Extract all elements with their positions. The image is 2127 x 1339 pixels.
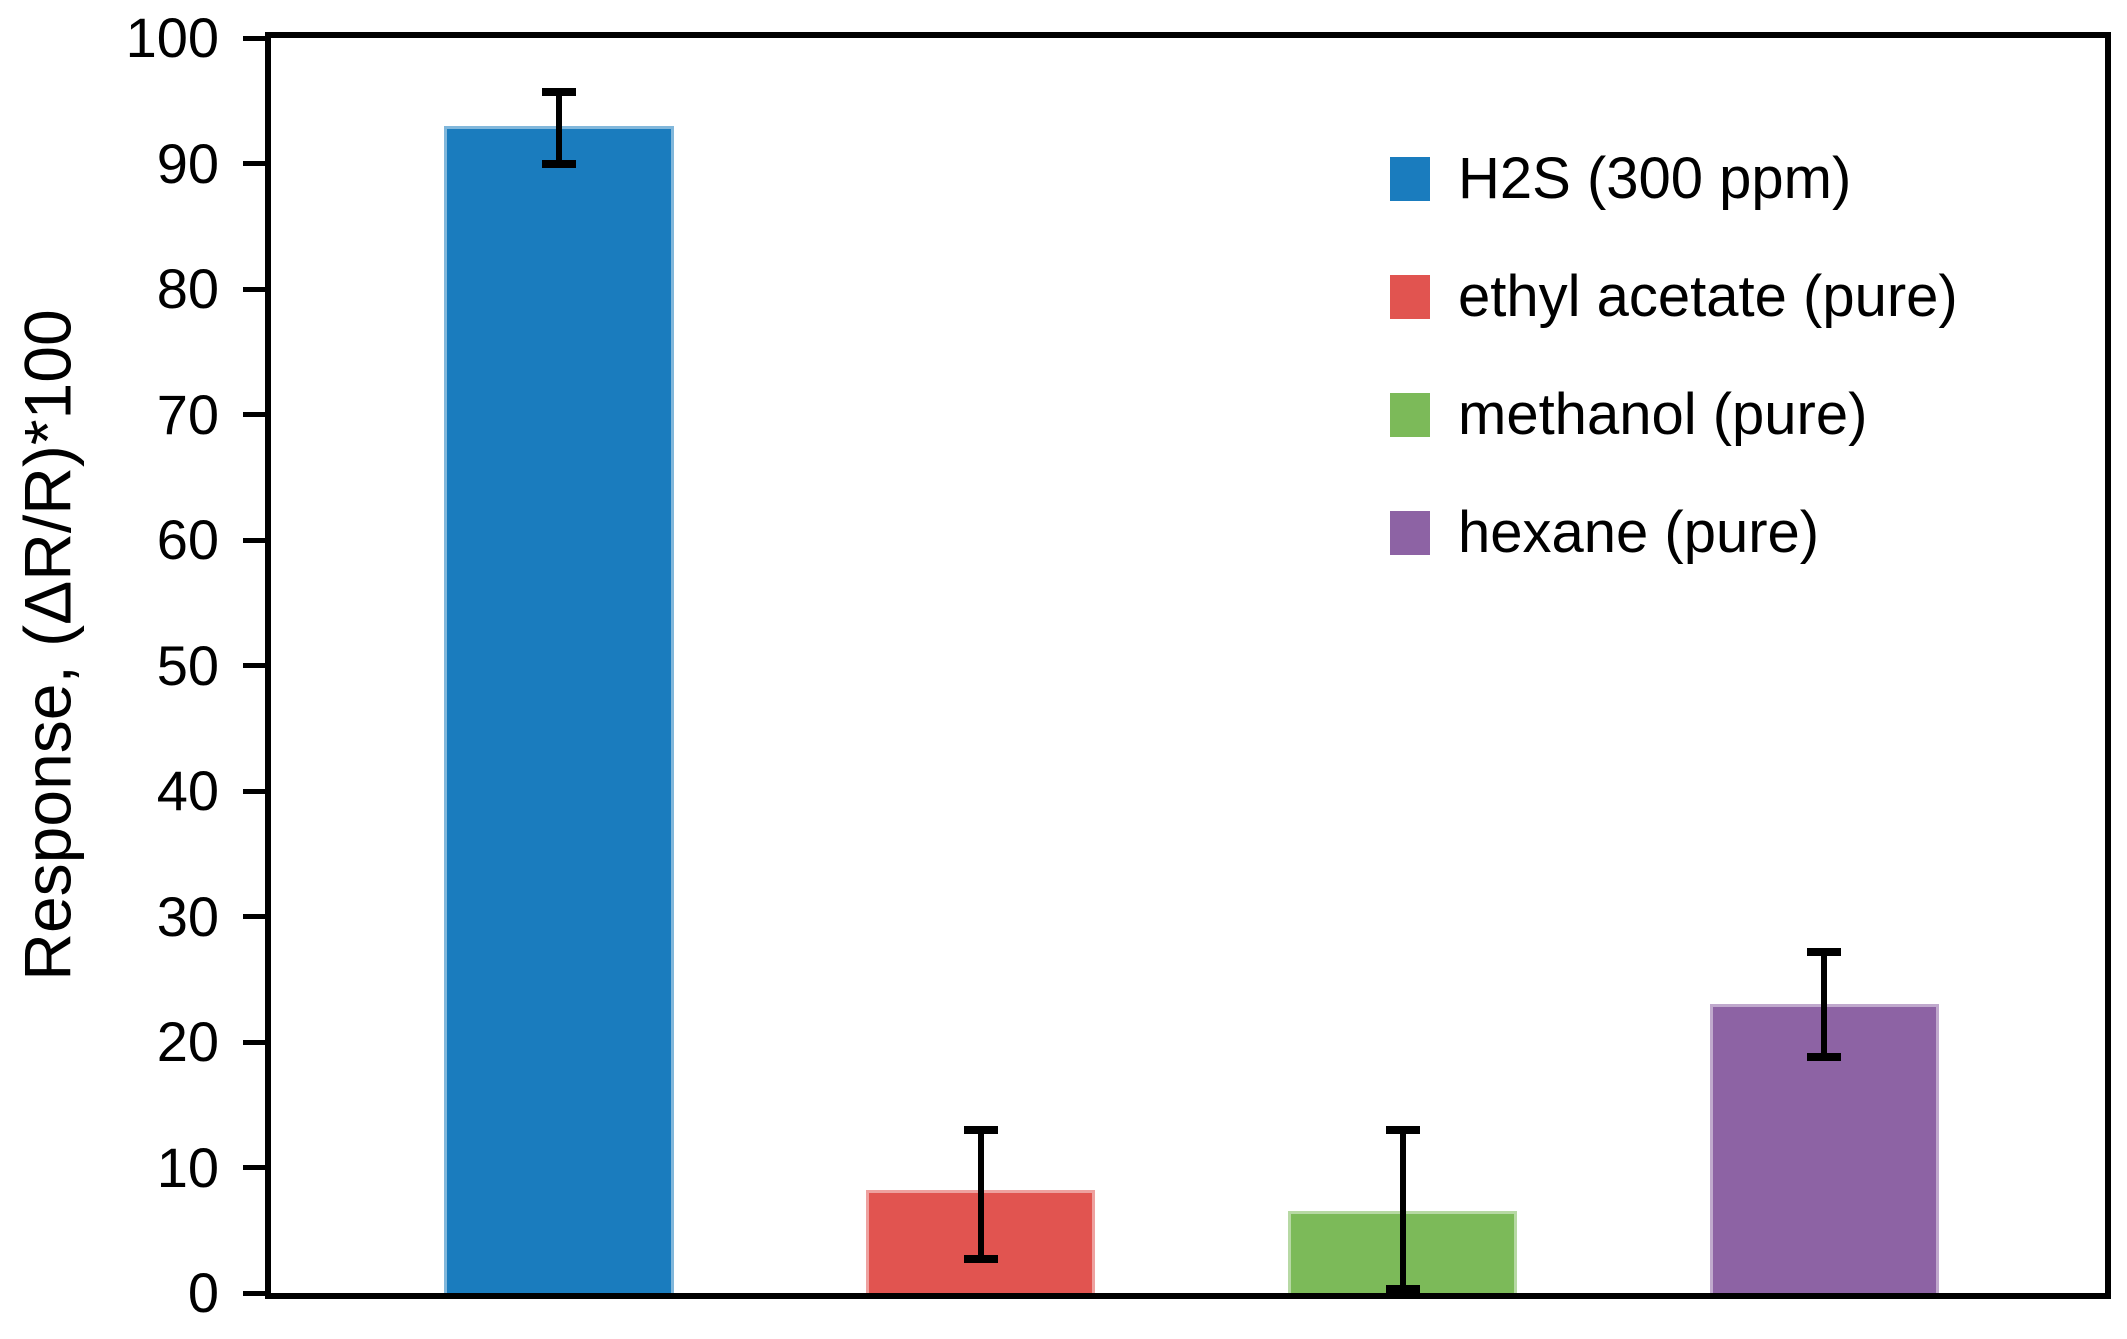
error-bar-line-hexane-pure: [1821, 951, 1828, 1058]
y-tick-label: 100: [125, 6, 219, 69]
y-tick-mark: [243, 788, 265, 794]
y-tick-mark: [243, 1039, 265, 1045]
legend-item: H2S (300 ppm): [1390, 150, 1958, 208]
bar-h2s-300-ppm: [444, 125, 674, 1293]
y-tick-mark: [243, 35, 265, 41]
y-tick-label: 40: [156, 759, 219, 822]
plot-area: 0 10 20 30 40 50 60 70 80 90 100: [126, 10, 2111, 1321]
error-bar-cap-top-ethyl-acetate-pure: [963, 1125, 998, 1134]
y-tick-label: 80: [156, 257, 219, 320]
legend-label: methanol (pure): [1458, 382, 1868, 447]
error-bar-line-methanol-pure: [1399, 1129, 1406, 1290]
error-bar-cap-top-methanol-pure: [1385, 1125, 1420, 1134]
y-tick-label: 20: [156, 1010, 219, 1073]
legend-item: methanol (pure): [1390, 386, 1958, 444]
error-bar-line-ethyl-acetate-pure: [977, 1129, 984, 1260]
error-bar-line-h2s-300-ppm: [555, 91, 562, 164]
legend-item: hexane (pure): [1390, 504, 1958, 562]
y-tick-label: 70: [156, 382, 219, 446]
y-tick-mark: [243, 663, 265, 668]
legend-swatch-icon: [1390, 157, 1430, 201]
error-bar-cap-top-h2s-300-ppm: [541, 87, 576, 96]
y-tick-mark: [243, 161, 265, 166]
legend-label: hexane (pure): [1458, 500, 1820, 565]
y-tick-label: 50: [156, 633, 219, 697]
y-tick-mark: [243, 412, 265, 417]
legend-swatch-icon: [1390, 275, 1430, 319]
error-bar-cap-top-hexane-pure: [1807, 947, 1842, 956]
y-axis-label-wrap: Response, (ΔR/R)*100: [0, 0, 96, 1290]
legend: H2S (300 ppm) ethyl acetate (pure) methano…: [1390, 150, 1958, 622]
y-tick-label: 60: [156, 508, 219, 571]
y-tick-label: 90: [156, 131, 219, 195]
y-tick-mark: [243, 914, 265, 919]
error-bar-cap-bottom-hexane-pure: [1807, 1053, 1842, 1062]
y-tick-label: 30: [156, 884, 219, 948]
y-axis-label: Response, (ΔR/R)*100: [11, 309, 86, 981]
y-tick-label: 0: [187, 1261, 219, 1324]
legend-swatch-icon: [1390, 393, 1430, 437]
y-tick-mark: [243, 1290, 265, 1296]
legend-label: ethyl acetate (pure): [1458, 264, 1958, 329]
legend-label: H2S (300 ppm): [1458, 146, 1852, 211]
y-tick-mark: [243, 537, 265, 543]
y-tick-mark: [243, 286, 265, 292]
error-bar-cap-bottom-h2s-300-ppm: [541, 159, 576, 168]
legend-swatch-icon: [1390, 511, 1430, 555]
error-bar-cap-bottom-methanol-pure: [1385, 1285, 1420, 1294]
legend-item: ethyl acetate (pure): [1390, 268, 1958, 326]
error-bar-cap-bottom-ethyl-acetate-pure: [963, 1255, 998, 1264]
y-tick-label: 10: [156, 1135, 219, 1199]
y-tick-mark: [243, 1165, 265, 1170]
